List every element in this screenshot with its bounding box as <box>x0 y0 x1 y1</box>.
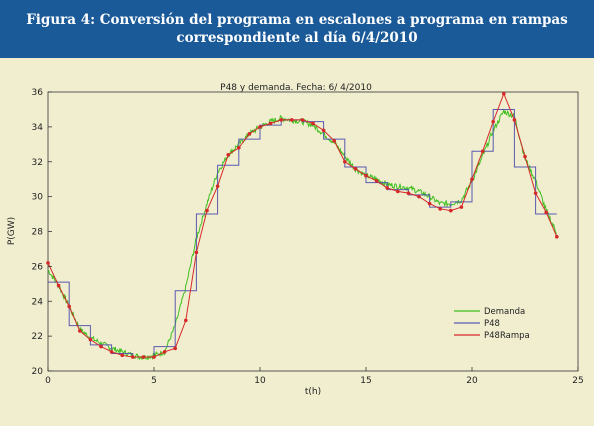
p48rampa-point <box>491 119 496 124</box>
p48rampa-point <box>533 191 538 195</box>
p48rampa-point <box>438 207 443 211</box>
p48rampa-point <box>470 177 474 181</box>
x-tick-label: 10 <box>254 376 266 386</box>
p48rampa-point <box>502 91 506 96</box>
p48rampa-point <box>555 234 559 239</box>
p48rampa-point <box>449 208 453 213</box>
x-tick-label: 20 <box>466 376 478 386</box>
line-chart: P48 y demanda. Fecha: 6/ 4/2010 0 5 10 15 20… <box>7 83 584 397</box>
p48rampa-point <box>258 125 262 129</box>
chart-panel: P48 y demanda. Fecha: 6/ 4/2010 0 5 10 15 20… <box>0 58 594 426</box>
p48rampa-point <box>205 208 209 213</box>
p48rampa-point <box>184 318 188 323</box>
p48rampa-point <box>109 350 114 354</box>
y-tick-label: 34 <box>32 123 44 133</box>
p48rampa-point <box>56 283 61 288</box>
series-demanda-line <box>47 108 557 361</box>
y-tick-label: 20 <box>32 367 44 377</box>
y-tick-label: 36 <box>32 88 44 98</box>
plot-area <box>46 91 559 361</box>
p48rampa-point <box>215 184 220 188</box>
p48rampa-point <box>88 337 93 342</box>
p48rampa-point <box>321 128 326 133</box>
p48rampa-point <box>141 355 146 359</box>
p48rampa-point <box>46 261 50 265</box>
p48rampa-point <box>131 355 135 359</box>
y-tick-label: 24 <box>32 297 44 307</box>
p48rampa-point <box>480 149 485 154</box>
plot-frame <box>47 91 579 372</box>
p48rampa-point <box>290 118 294 122</box>
figure-banner: Figura 4: Conversión del programa en esc… <box>0 0 594 58</box>
p48rampa-point <box>417 194 421 199</box>
series-p48rampa-line <box>47 92 558 358</box>
p48rampa-point <box>162 350 167 354</box>
p48rampa-point <box>396 189 400 194</box>
x-tick-label: 15 <box>360 376 371 386</box>
p48rampa-point <box>512 118 517 122</box>
x-tick-label: 5 <box>151 376 157 386</box>
p48rampa-point <box>173 346 177 351</box>
y-tick-label: 32 <box>32 158 43 168</box>
p48rampa-point <box>67 304 71 309</box>
p48rampa-point <box>544 210 548 215</box>
y-tick-label: 30 <box>32 193 44 203</box>
x-tick-label: 0 <box>45 376 51 386</box>
x-tick-label: 25 <box>572 376 583 386</box>
p48rampa-point <box>247 132 252 136</box>
axis-ticks: 0 5 10 15 20 25 20 22 24 26 28 30 32 34 36 <box>32 88 584 386</box>
p48rampa-point <box>353 166 358 171</box>
legend-label: Demanda <box>484 307 525 317</box>
p48rampa-point <box>343 159 347 164</box>
p48rampa-point <box>332 139 337 143</box>
p48rampa-point <box>120 353 124 358</box>
y-tick-label: 28 <box>32 228 44 238</box>
y-tick-label: 22 <box>32 332 43 342</box>
p48rampa-point <box>99 344 103 349</box>
p48rampa-point <box>523 154 527 159</box>
p48rampa-point <box>194 250 199 255</box>
p48rampa-point <box>279 118 284 122</box>
p48rampa-point <box>427 201 432 206</box>
legend-label: P48 <box>484 319 500 329</box>
legend-label: P48Rampa <box>484 331 530 341</box>
p48rampa-point <box>385 186 390 190</box>
p48rampa-point <box>300 118 305 122</box>
series-p48-steps <box>48 108 557 358</box>
chart-title: P48 y demanda. Fecha: 6/ 4/2010 <box>220 83 372 93</box>
figure-title-line-1: Figura 4: Conversión del programa en esc… <box>26 12 568 28</box>
p48rampa-point <box>226 152 230 157</box>
y-tick-label: 26 <box>32 262 44 272</box>
p48rampa-point <box>237 146 241 150</box>
y-axis-label: P(GW) <box>7 217 17 245</box>
p48rampa-point <box>374 179 379 183</box>
p48rampa-point <box>311 121 315 126</box>
chart-legend: Demanda P48 P48Rampa <box>454 307 530 341</box>
figure-title-line-2: correspondiente al día 6/4/2010 <box>176 30 418 46</box>
p48rampa-point <box>78 329 82 333</box>
p48rampa-point <box>459 205 464 209</box>
p48rampa-point <box>268 121 273 126</box>
p48rampa-point <box>406 191 411 195</box>
x-axis-label: t(h) <box>305 387 321 397</box>
p48rampa-point <box>364 173 368 178</box>
p48rampa-point <box>152 355 156 359</box>
